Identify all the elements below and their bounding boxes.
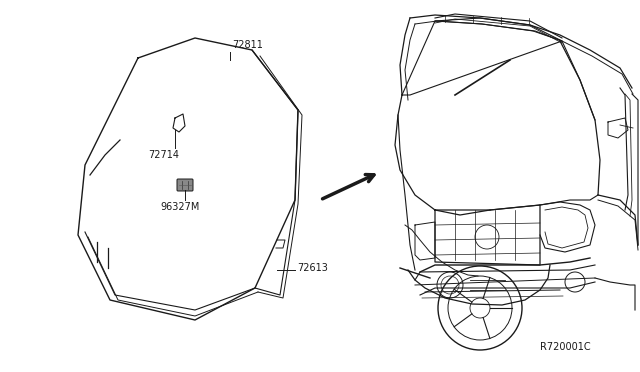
Text: R720001C: R720001C [540, 342, 591, 352]
FancyBboxPatch shape [177, 179, 193, 191]
Text: 72613: 72613 [297, 263, 328, 273]
Text: 72811: 72811 [232, 40, 263, 50]
Text: 96327M: 96327M [160, 202, 200, 212]
Text: 72714: 72714 [148, 150, 179, 160]
